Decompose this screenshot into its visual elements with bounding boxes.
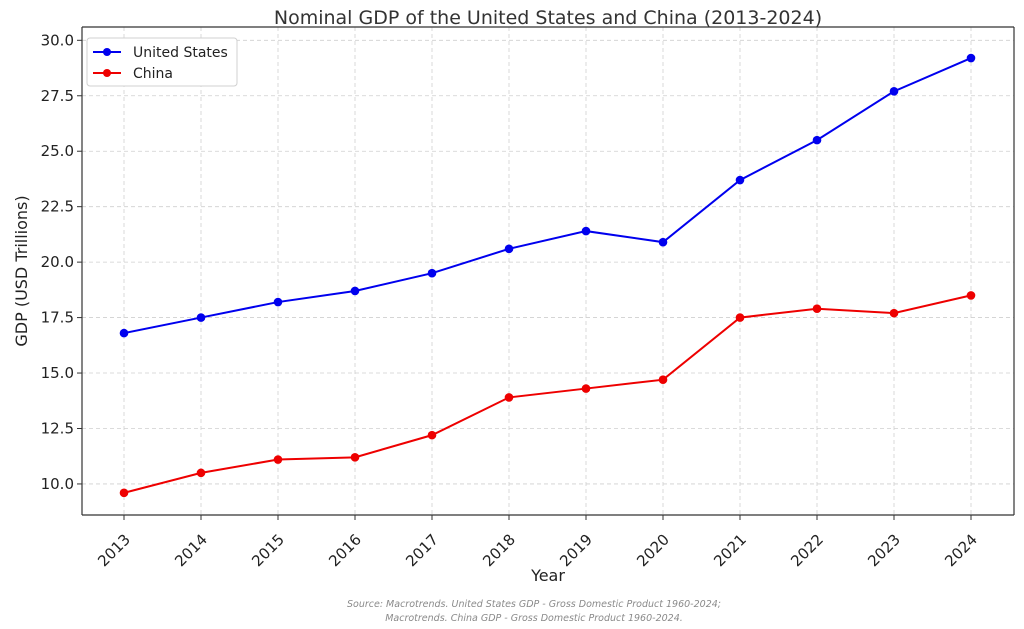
data-point-united-states-2020 [658, 237, 668, 247]
y-tick-label: 15.0 [41, 364, 74, 382]
series [119, 53, 976, 498]
data-point-united-states-2017 [427, 268, 437, 278]
y-tick-label: 27.5 [41, 87, 74, 105]
legend-label-united-states: United States [133, 45, 228, 61]
data-point-united-states-2021 [735, 175, 745, 185]
series-line-china [123, 294, 972, 494]
data-point-united-states-2016 [350, 286, 360, 296]
data-point-united-states-2024 [966, 53, 976, 63]
grid [82, 27, 1014, 515]
legend-us-marker [103, 48, 111, 56]
legend-china-marker [103, 69, 111, 77]
data-point-united-states-2013 [119, 328, 129, 338]
axes [81, 26, 1015, 516]
data-point-china-2014 [196, 468, 206, 478]
data-point-united-states-2015 [273, 297, 283, 307]
y-tick-label: 17.5 [41, 309, 74, 327]
data-point-china-2016 [350, 453, 360, 462]
x-tick-label: 2024 [941, 530, 981, 570]
legend: United States China [86, 37, 238, 87]
x-tick-label: 2022 [787, 530, 827, 570]
x-tick-label: 2016 [325, 530, 365, 570]
x-tick-label: 2014 [171, 530, 211, 570]
data-point-china-2021 [735, 313, 745, 322]
chart-title: Nominal GDP of the United States and Chi… [274, 7, 822, 29]
tick-labels: 2013 2014 2015 2016 2017 2018 2019 2020 2021 2022… [41, 31, 981, 570]
data-point-united-states-2018 [504, 244, 514, 254]
data-point-china-2018 [504, 393, 514, 402]
x-axis-label: Year [530, 566, 565, 585]
data-point-united-states-2023 [889, 87, 899, 96]
x-tick-label: 2013 [94, 530, 134, 570]
data-point-china-2020 [658, 375, 668, 384]
data-point-china-2013 [119, 488, 129, 498]
source-note-line-2: Macrotrends. China GDP - Gross Domestic … [385, 613, 683, 624]
x-tick-label: 2017 [402, 530, 442, 570]
y-tick-label: 30.0 [41, 31, 74, 49]
legend-label-china: China [133, 66, 173, 82]
x-tick-label: 2019 [556, 530, 596, 570]
data-point-china-2017 [427, 430, 437, 440]
x-tick-label: 2015 [248, 530, 288, 570]
source-note-line-1: Source: Macrotrends. United States GDP -… [347, 599, 721, 610]
data-point-china-2015 [273, 455, 283, 464]
data-point-china-2019 [581, 384, 591, 393]
y-tick-label: 12.5 [41, 419, 74, 437]
legend-box [86, 37, 238, 87]
y-tick-label: 20.0 [41, 253, 74, 271]
data-point-china-2024 [966, 291, 976, 300]
y-axis-label: GDP (USD Trillions) [12, 195, 31, 346]
y-tick-label: 22.5 [41, 198, 74, 216]
x-tick-label: 2023 [864, 530, 904, 570]
data-point-china-2023 [889, 308, 899, 318]
data-point-united-states-2022 [812, 135, 822, 145]
x-tick-label: 2018 [479, 530, 519, 570]
data-point-china-2022 [812, 304, 822, 314]
data-point-united-states-2014 [196, 313, 206, 322]
data-point-united-states-2019 [581, 226, 591, 236]
x-tick-label: 2021 [710, 530, 750, 570]
x-tick-label: 2020 [633, 530, 673, 570]
series-line-united-states [123, 57, 972, 335]
y-tick-label: 25.0 [41, 142, 74, 160]
y-tick-label: 10.0 [41, 475, 74, 493]
